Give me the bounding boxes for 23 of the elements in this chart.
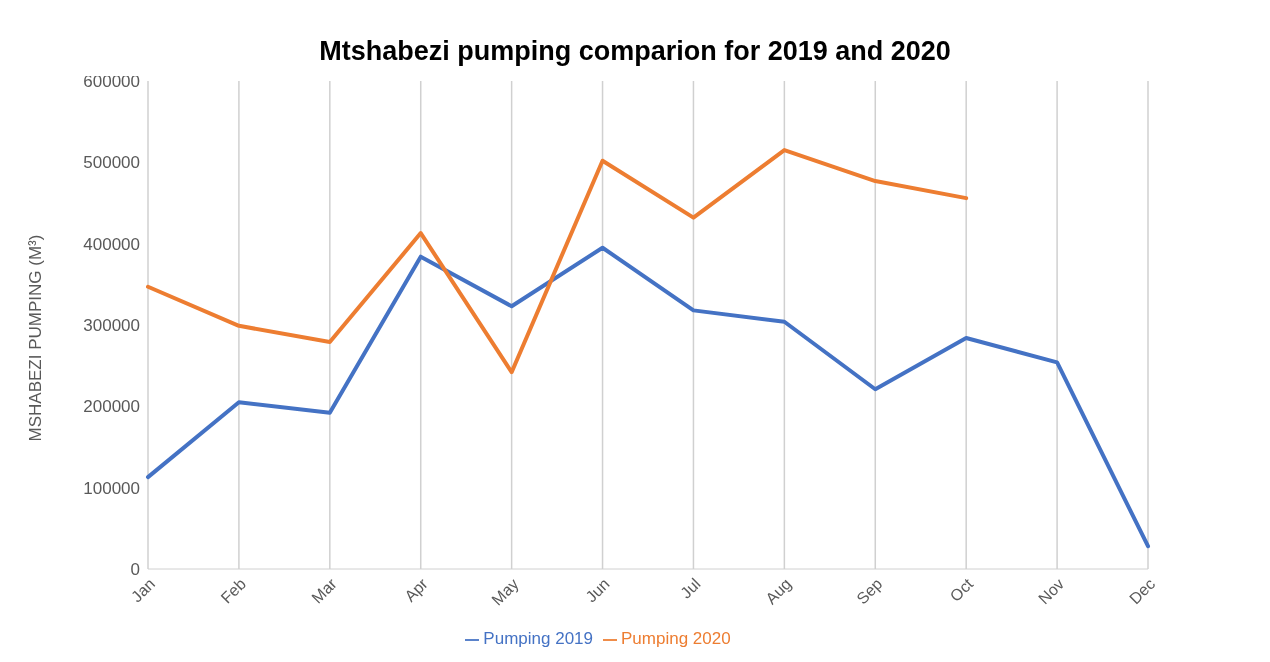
x-tick-label: Mar [308,574,341,607]
y-tick-label: 200000 [83,397,140,417]
y-tick-label: 600000 [83,72,140,92]
x-tick-label: Feb [217,575,250,607]
y-tick-label: 500000 [83,153,140,173]
x-tick-label: May [488,575,522,609]
x-tick-label: Aug [762,575,795,608]
chart-title: Mtshabezi pumping comparion for 2019 and 2020 [319,36,951,66]
y-tick-label: 400000 [83,234,140,254]
x-tick-label: Jul [677,575,704,602]
line-series [146,245,1150,549]
x-tick-label: Oct [946,574,977,605]
y-axis-title: MSHABEZI PUMPING (M³) [26,234,46,442]
x-tick-label: Jun [582,575,613,606]
y-tick-label: 300000 [83,316,140,336]
x-tick-label: Nov [1035,575,1068,608]
x-tick-label: Apr [401,574,432,605]
legend-label: Pumping 2019 [483,629,593,648]
x-tick-label: Sep [853,575,886,608]
legend-label: Pumping 2020 [621,629,731,648]
x-tick-label: Dec [1126,575,1159,608]
y-tick-label: 100000 [83,478,140,498]
line-series [146,148,969,375]
